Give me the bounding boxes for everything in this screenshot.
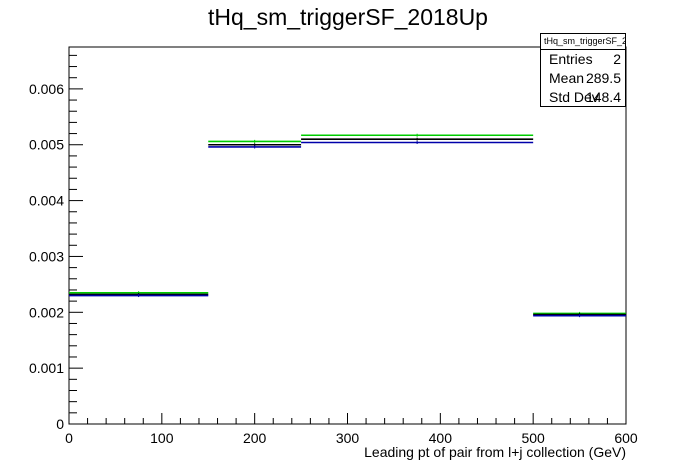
x-tick-label: 0 [65,430,73,446]
x-tick-label: 400 [429,430,453,446]
chart-title: tHq_sm_triggerSF_2018Up [208,4,488,30]
stats-box: tHq_sm_triggerSF_2018Up Entries 2 Mean 2… [540,33,626,107]
axes: 0 100 200 300 400 500 600 0 0.001 0.002 0.003 0.004… [29,54,638,446]
y-tick-label: 0.006 [29,81,64,97]
y-tick-label: 0.004 [29,193,64,209]
y-tick-label: 0 [56,416,64,432]
x-tick-label: 200 [243,430,267,446]
y-tick-label: 0.005 [29,137,64,153]
stats-value: 148.4 [585,89,621,105]
x-axis-label: Leading pt of pair from l+j collection (… [364,444,626,460]
stats-label: Entries [549,51,593,67]
stats-value: 289.5 [585,70,621,86]
stats-row-stddev: Std Dev 148.4 [541,88,625,107]
stats-row-entries: Entries 2 [541,50,625,69]
y-tick-label: 0.001 [29,360,64,376]
x-tick-label: 600 [614,430,638,446]
y-tick-label: 0.003 [29,248,64,264]
stats-box-title: tHq_sm_triggerSF_2018Up [541,34,625,50]
stats-value: 2 [613,51,621,67]
histogram-bars [69,133,626,318]
x-tick-label: 100 [150,430,174,446]
stats-label: Std Dev [549,89,599,105]
y-tick-label: 0.002 [29,304,64,320]
stats-row-mean: Mean 289.5 [541,69,625,88]
x-tick-label: 500 [521,430,545,446]
x-tick-label: 300 [336,430,360,446]
stats-label: Mean [549,70,585,86]
